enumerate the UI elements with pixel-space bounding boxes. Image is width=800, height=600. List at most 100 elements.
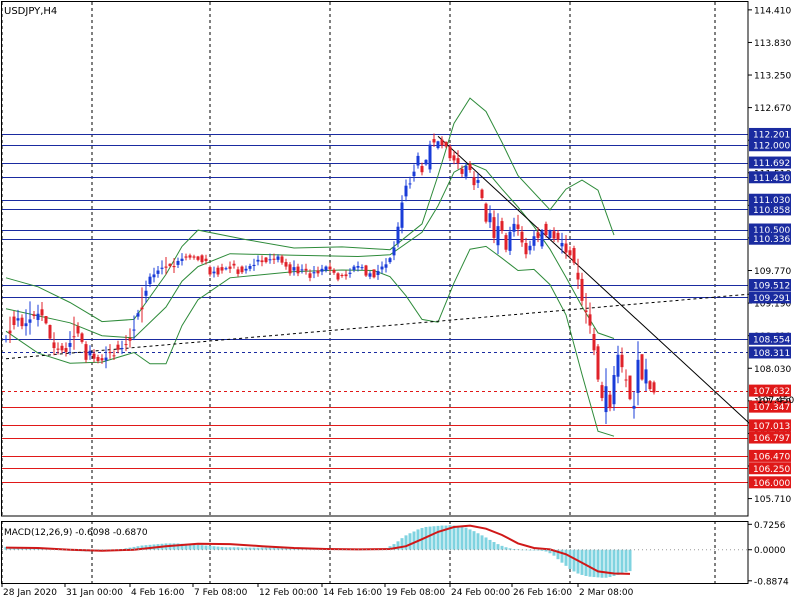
- macd-histogram-bar: [452, 525, 456, 550]
- macd-histogram-bar: [460, 526, 464, 550]
- macd-histogram-bar: [620, 549, 624, 574]
- macd-histogram-bar: [128, 547, 132, 550]
- candle-body: [24, 323, 28, 327]
- macd-histogram-bar: [540, 549, 544, 551]
- candle: [504, 232, 508, 253]
- candle: [148, 273, 152, 288]
- candle-body: [384, 264, 388, 268]
- band-middle: [5, 162, 615, 339]
- candle-body: [460, 168, 464, 174]
- price-level-tag: [749, 223, 791, 236]
- macd-histogram-bar: [20, 548, 24, 550]
- price-level-label: 106.797: [753, 434, 790, 444]
- candle: [120, 340, 124, 355]
- candle-body: [484, 203, 488, 222]
- macd-histogram-bar: [428, 526, 432, 550]
- trendline: [5, 293, 751, 360]
- macd-histogram-bar: [136, 546, 140, 550]
- candle-body: [296, 266, 300, 274]
- candle-body: [168, 263, 172, 267]
- candle-body: [568, 250, 572, 256]
- candle-body: [300, 269, 304, 271]
- candle-body: [440, 139, 444, 146]
- price-level-tag: [749, 332, 791, 345]
- candle-body: [588, 314, 592, 326]
- price-level-tag: [749, 193, 791, 206]
- candle: [104, 346, 108, 369]
- candle: [128, 328, 132, 348]
- macd-histogram-bar: [264, 547, 268, 550]
- candle-body: [464, 166, 468, 177]
- candle: [408, 176, 412, 189]
- macd-histogram-bar: [396, 541, 400, 550]
- candle: [588, 302, 592, 334]
- price-level-tag: [749, 476, 791, 489]
- candle-body: [100, 358, 104, 361]
- candle-body: [40, 309, 44, 316]
- candle: [436, 140, 440, 150]
- candle: [424, 159, 428, 166]
- candle-body: [56, 348, 60, 350]
- candle: [44, 316, 48, 325]
- candle-body: [240, 266, 244, 273]
- candle-body: [372, 269, 376, 278]
- candle: [440, 136, 444, 149]
- price-level-tag: [749, 431, 791, 444]
- candle-body: [368, 273, 372, 277]
- candle-body: [8, 330, 12, 334]
- candle-body: [12, 316, 16, 326]
- candle-body: [152, 274, 156, 278]
- candle-body: [208, 267, 212, 275]
- symbol-label: USDJPY,H4: [4, 6, 57, 17]
- candle-body: [212, 271, 216, 274]
- candle-body: [572, 248, 576, 263]
- x-tick-label: 28 Jan 2020: [3, 588, 57, 598]
- candle: [68, 331, 72, 356]
- price-level-label: 106.470: [753, 452, 790, 462]
- candle: [372, 269, 376, 279]
- candle-body: [276, 256, 280, 260]
- candle: [500, 217, 504, 234]
- candle-body: [204, 258, 208, 261]
- y-tick-label: 105.710: [754, 495, 791, 505]
- candle: [448, 144, 452, 161]
- candle: [560, 232, 564, 254]
- price-level-tag: [749, 279, 791, 292]
- candle-body: [120, 348, 124, 350]
- candle: [88, 345, 92, 360]
- candle: [364, 264, 368, 278]
- candle: [228, 261, 232, 273]
- candle: [24, 309, 28, 336]
- macd-histogram-bar: [272, 547, 276, 550]
- price-level-label: 107.347: [753, 403, 790, 413]
- candle: [412, 164, 416, 182]
- candle: [548, 229, 552, 240]
- macd-histogram-bar: [280, 547, 284, 550]
- x-tick-label: 12 Feb 00:00: [259, 588, 318, 598]
- candle-body: [468, 163, 472, 170]
- price-panel-frame: [1, 1, 749, 517]
- macd-histogram-bar: [492, 542, 496, 550]
- macd-histogram-bar: [132, 546, 136, 550]
- candle-body: [248, 266, 252, 269]
- candle: [496, 213, 500, 255]
- candle: [348, 268, 352, 278]
- macd-histogram-bar: [232, 547, 236, 550]
- candle: [16, 309, 20, 327]
- candle: [552, 227, 556, 242]
- candle-body: [244, 268, 248, 271]
- macd-histogram-bar: [388, 546, 392, 550]
- candle-body: [516, 224, 520, 229]
- price-level-tag: [749, 156, 791, 169]
- macd-histogram-bar: [564, 549, 568, 566]
- macd-histogram-bar: [440, 525, 444, 550]
- candle-body: [636, 359, 640, 393]
- candle-body: [116, 344, 120, 350]
- candle: [240, 265, 244, 274]
- candle: [108, 344, 112, 359]
- candle: [532, 230, 536, 251]
- candle: [300, 264, 304, 274]
- y-tick-label: 113.830: [754, 39, 791, 49]
- candle-body: [144, 290, 148, 296]
